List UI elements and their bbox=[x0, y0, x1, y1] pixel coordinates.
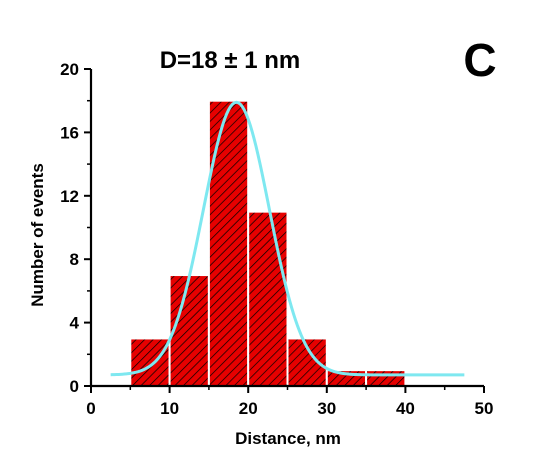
histogram-bar bbox=[365, 369, 407, 387]
x-tick-label: 10 bbox=[160, 399, 179, 418]
histogram-bar bbox=[129, 337, 171, 388]
panel-label: C bbox=[463, 34, 496, 86]
x-ticks-group: 0 10 20 30 40 50 bbox=[86, 386, 493, 418]
y-tick-label: 0 bbox=[70, 377, 79, 396]
y-tick-label: 20 bbox=[60, 60, 79, 79]
y-ticks-group: 0 4 8 12 16 20 bbox=[60, 60, 91, 396]
x-tick-label: 20 bbox=[239, 399, 258, 418]
bars-group bbox=[129, 99, 407, 388]
y-axis-label: Number of events bbox=[28, 163, 47, 307]
histogram-bar bbox=[168, 274, 210, 387]
histogram-bar bbox=[247, 210, 289, 387]
x-tick-label: 40 bbox=[396, 399, 415, 418]
y-tick-label: 8 bbox=[70, 250, 79, 269]
x-axis-label: Distance, nm bbox=[235, 429, 341, 448]
x-tick-label: 0 bbox=[86, 399, 95, 418]
x-tick-label: 50 bbox=[475, 399, 494, 418]
histogram-bar bbox=[207, 99, 250, 387]
x-tick-label: 30 bbox=[317, 399, 336, 418]
y-tick-label: 12 bbox=[60, 187, 79, 206]
chart-title: D=18 ± 1 nm bbox=[160, 47, 301, 74]
y-tick-label: 4 bbox=[70, 314, 80, 333]
y-tick-label: 16 bbox=[60, 123, 79, 142]
gaussian-fit-curve bbox=[110, 100, 465, 377]
